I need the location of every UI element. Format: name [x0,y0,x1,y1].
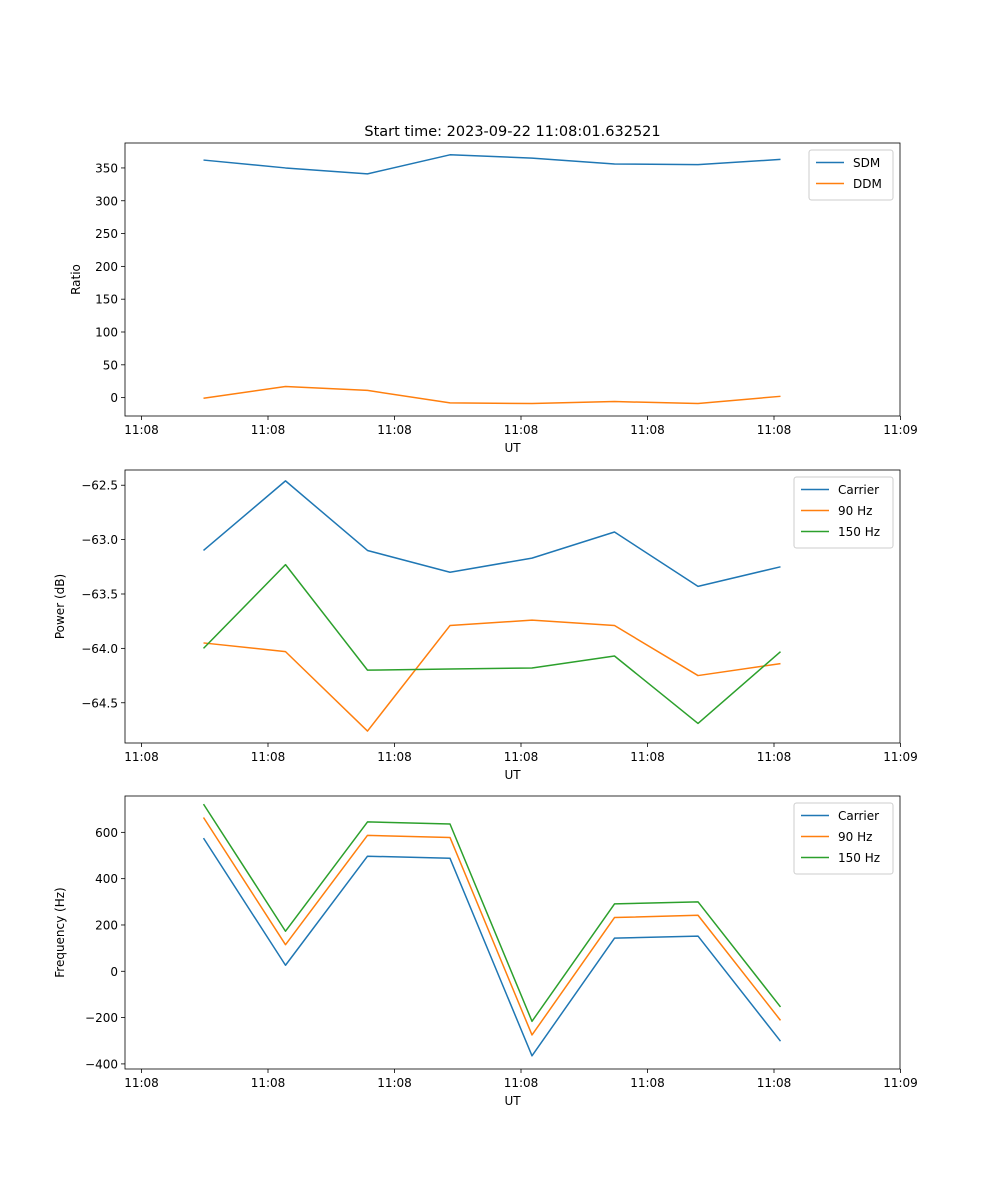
figure-title: Start time: 2023-09-22 11:08:01.632521 [364,124,660,140]
y-tick-label: 400 [95,872,118,886]
x-axis-label: UT [504,441,521,455]
x-tick-label: 11:09 [883,1076,918,1090]
x-tick-label: 11:08 [757,750,792,764]
y-tick-label: −64.0 [81,642,118,656]
y-tick-label: −63.0 [81,533,118,547]
legend: Carrier 90 Hz 150 Hz [793,802,894,875]
panel-3: 11:08 11:08 11:08 11:08 11:08 11:08 11:09 −400 −… [53,795,918,1108]
panel-1: 11:08 11:08 11:08 11:08 11:08 11:08 11:09 0 50 10… [69,142,918,455]
plot-frame [124,142,901,417]
x-tick-label: 11:08 [504,1076,539,1090]
series-line-150-hz [202,563,781,725]
legend-label: 150 Hz [838,525,880,539]
x-tick-label: 11:08 [377,750,412,764]
series-line-90-hz [203,619,781,732]
legend-label: SDM [853,156,880,170]
legend-box [808,149,894,201]
y-axis-label: Power (dB) [53,574,67,639]
x-tick-label: 11:08 [124,1076,159,1090]
y-tick-label: −62.5 [81,479,118,493]
x-tick-label: 11:08 [377,1076,412,1090]
legend-box [793,476,894,549]
y-axis-label: Frequency (Hz) [53,887,67,978]
y-tick-label: 600 [95,826,118,840]
series-line-carrier [202,837,782,1057]
plot-frame [124,795,901,1070]
x-tick-label: 11:08 [504,423,539,437]
series-line-sdm [203,154,781,175]
y-tick-label: 0 [110,391,118,405]
series-line-90-hz [202,817,782,1036]
legend-label: 150 Hz [838,851,880,865]
x-tick-label: 11:08 [251,750,286,764]
y-tick-label: 150 [95,293,118,307]
legend-label: 90 Hz [838,504,872,518]
x-tick-label: 11:08 [251,423,286,437]
y-tick-label: 100 [95,326,118,340]
series-line-ddm [203,385,781,405]
series-line-carrier [203,480,781,588]
y-tick-label: 200 [95,260,118,274]
y-tick-label: 200 [95,918,118,932]
legend-label: DDM [853,177,882,191]
legend: SDM DDM [808,149,894,201]
y-tick-label: −400 [85,1057,118,1071]
x-tick-label: 11:09 [883,423,918,437]
legend-box [793,802,894,875]
x-tick-label: 11:08 [124,423,159,437]
x-axis-label: UT [504,1094,521,1108]
legend-label: Carrier [838,809,879,823]
x-tick-label: 11:08 [377,423,412,437]
y-axis-label: Ratio [69,264,83,295]
y-tick-label: 0 [110,965,118,979]
x-tick-label: 11:08 [630,750,665,764]
x-tick-label: 11:08 [630,1076,665,1090]
y-tick-label: −64.5 [81,696,118,710]
y-tick-label: 350 [95,161,118,175]
x-tick-label: 11:08 [251,1076,286,1090]
x-tick-label: 11:08 [504,750,539,764]
legend: Carrier 90 Hz 150 Hz [793,476,894,549]
x-tick-label: 11:08 [630,423,665,437]
y-tick-label: 50 [103,358,118,372]
x-tick-label: 11:09 [883,750,918,764]
plot-frame [124,469,901,744]
y-tick-label: −200 [85,1011,118,1025]
series-line-150-hz [202,803,782,1023]
x-tick-label: 11:08 [757,423,792,437]
x-tick-label: 11:08 [757,1076,792,1090]
legend-label: 90 Hz [838,830,872,844]
y-tick-label: −63.5 [81,587,118,601]
legend-label: Carrier [838,483,879,497]
y-tick-label: 300 [95,194,118,208]
panel-2: 11:08 11:08 11:08 11:08 11:08 11:08 11:09 −64.5… [53,469,918,782]
y-tick-label: 250 [95,227,118,241]
x-axis-label: UT [504,768,521,782]
x-tick-label: 11:08 [124,750,159,764]
